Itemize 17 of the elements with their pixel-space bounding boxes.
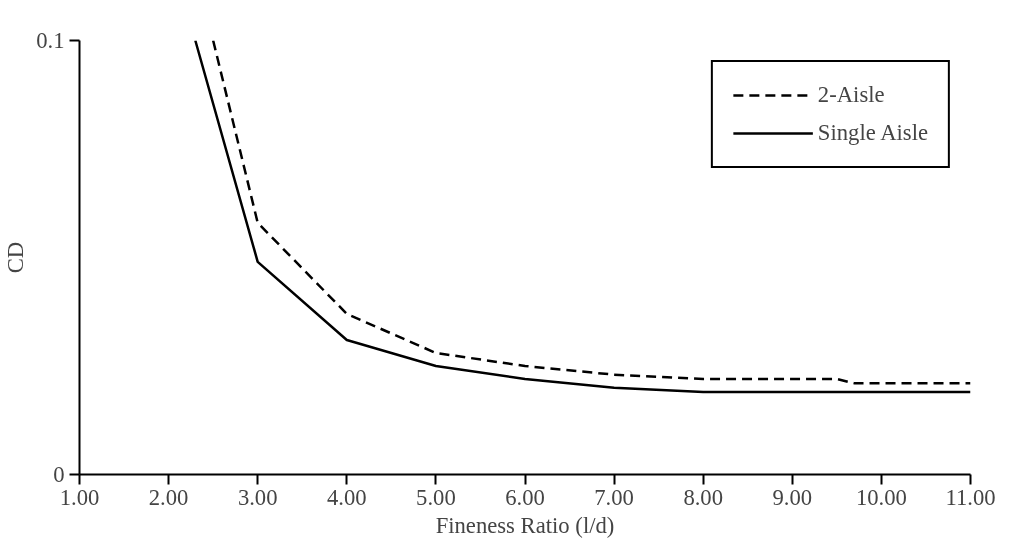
y-axis-title: CD (3, 241, 29, 274)
x-tick-label: 4.00 (326, 484, 367, 510)
x-axis-title: Fineness Ratio (l/d) (435, 512, 615, 538)
legend-label: Single Aisle (817, 120, 928, 146)
x-tick-label: 10.00 (855, 484, 907, 510)
x-tick-label: 7.00 (594, 484, 634, 510)
y-tick-label: 0.1 (36, 28, 65, 53)
x-tick-label: 2.00 (148, 484, 189, 510)
x-tick-label: 8.00 (683, 484, 724, 510)
y-tick-label: 0 (53, 462, 65, 487)
x-tick-label: 6.00 (505, 484, 545, 510)
x-tick-label: 1.00 (59, 484, 100, 510)
x-tick-label: 9.00 (772, 484, 813, 510)
legend-label: 2-Aisle (817, 82, 885, 108)
x-tick-label: 5.00 (416, 484, 456, 510)
x-tick-label: 3.00 (237, 484, 278, 510)
x-tick-label: 11.00 (945, 484, 996, 510)
